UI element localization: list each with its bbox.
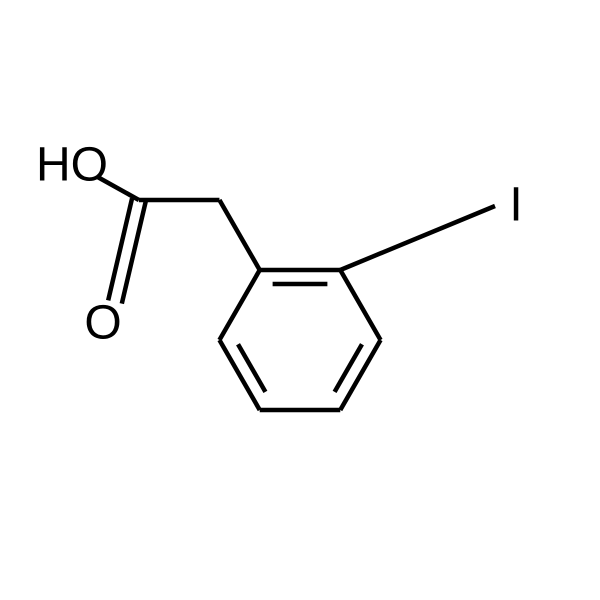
iodine-label: I [509, 179, 522, 232]
carbonyl-oxygen-label: O [84, 297, 121, 350]
molecule-diagram: I O HO [0, 0, 600, 600]
hydroxyl-label: HO [36, 139, 108, 192]
